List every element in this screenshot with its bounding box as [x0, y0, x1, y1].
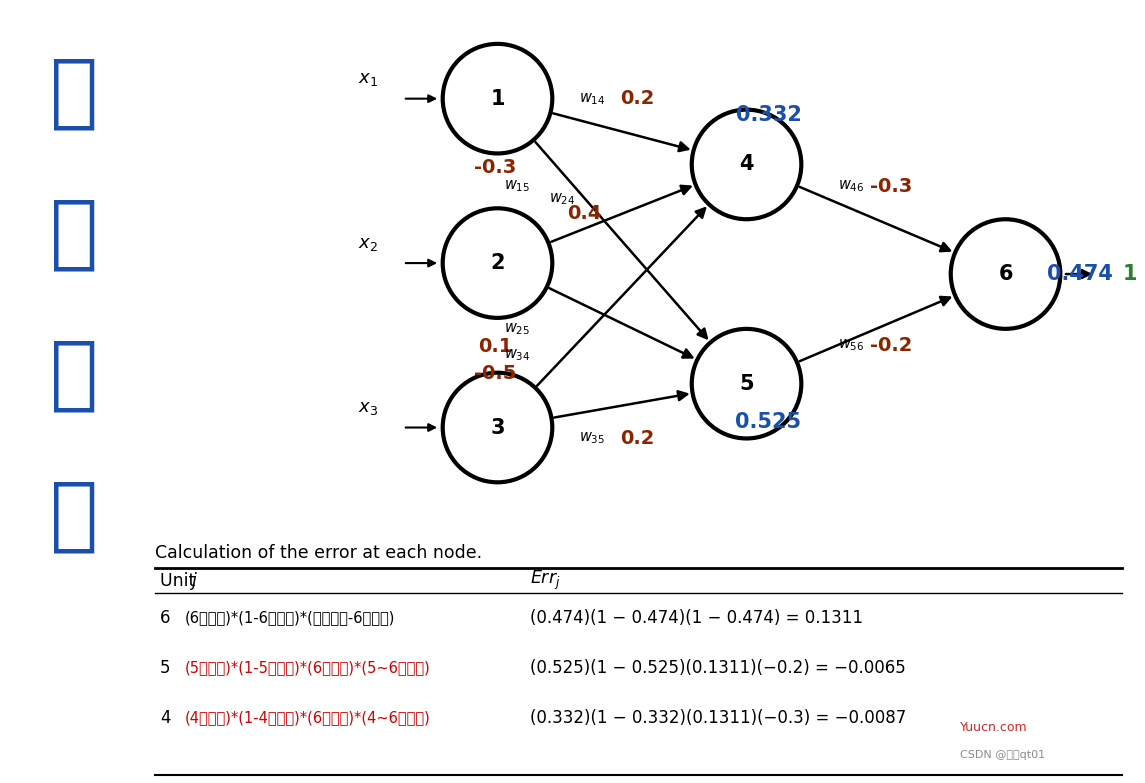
Text: (0.525)(1 − 0.525)(0.1311)(−0.2) = −0.0065: (0.525)(1 − 0.525)(0.1311)(−0.2) = −0.00… [530, 659, 906, 677]
Text: (0.332)(1 − 0.332)(0.1311)(−0.3) = −0.0087: (0.332)(1 − 0.332)(0.1311)(−0.3) = −0.00… [530, 709, 906, 727]
Text: 4: 4 [740, 154, 753, 175]
Text: 4: 4 [160, 709, 171, 727]
Text: 5: 5 [740, 373, 753, 394]
Text: $x_1$: $x_1$ [358, 70, 378, 88]
Ellipse shape [692, 329, 801, 438]
Text: $w_{24}$: $w_{24}$ [550, 192, 576, 207]
Ellipse shape [692, 110, 801, 219]
Text: $w_{14}$: $w_{14}$ [579, 91, 606, 106]
Text: 1: 1 [490, 88, 505, 109]
Text: 0.2: 0.2 [619, 89, 654, 108]
Text: 0.525: 0.525 [735, 412, 802, 432]
Text: 3: 3 [490, 417, 505, 438]
Text: (0.474)(1 − 0.474)(1 − 0.474) = 0.1311: (0.474)(1 − 0.474)(1 − 0.474) = 0.1311 [530, 608, 863, 626]
Text: $x_2$: $x_2$ [358, 235, 378, 253]
Ellipse shape [443, 208, 552, 318]
Text: $Err_j$: $Err_j$ [530, 569, 561, 592]
Text: 0.1: 0.1 [479, 337, 513, 356]
Text: $w_{34}$: $w_{34}$ [504, 348, 530, 363]
Text: -0.2: -0.2 [870, 336, 913, 355]
Text: 5: 5 [160, 659, 171, 677]
Text: $w_{56}$: $w_{56}$ [838, 337, 864, 353]
Text: 0.4: 0.4 [567, 204, 601, 223]
Text: 0.2: 0.2 [619, 429, 654, 448]
Text: 0.474: 0.474 [1048, 264, 1113, 284]
Text: $w_{46}$: $w_{46}$ [838, 179, 864, 194]
Text: -0.3: -0.3 [474, 157, 516, 177]
Text: $w_{25}$: $w_{25}$ [505, 321, 530, 337]
Ellipse shape [950, 219, 1060, 329]
Text: Unit: Unit [160, 572, 200, 590]
Text: $x_3$: $x_3$ [358, 399, 378, 417]
Text: Yuucn.com: Yuucn.com [960, 721, 1027, 734]
Text: 算: 算 [50, 196, 98, 274]
Text: $w_{35}$: $w_{35}$ [579, 431, 606, 446]
Text: $w_{15}$: $w_{15}$ [505, 179, 530, 194]
Text: Calculation of the error at each node.: Calculation of the error at each node. [155, 544, 482, 562]
Text: (6的输出)*(1-6的输出)*(标准答案-6的输出): (6的输出)*(1-6的输出)*(标准答案-6的输出) [185, 610, 395, 625]
Ellipse shape [443, 373, 552, 482]
Text: 6: 6 [160, 608, 171, 626]
Text: -0.5: -0.5 [474, 364, 516, 384]
Text: CSDN @晴天qt01: CSDN @晴天qt01 [960, 750, 1045, 760]
Text: 范: 范 [50, 337, 98, 415]
Text: -0.3: -0.3 [870, 177, 913, 196]
Text: 例: 例 [50, 478, 98, 556]
Text: 6: 6 [998, 264, 1013, 284]
Text: 0.332: 0.332 [735, 105, 802, 125]
Text: 2: 2 [490, 253, 505, 273]
Text: 1: 1 [1123, 264, 1137, 284]
Text: (4的输出)*(1-4的输出)*(6的误差)*(4~6的权重): (4的输出)*(1-4的输出)*(6的误差)*(4~6的权重) [185, 710, 431, 725]
Text: 手: 手 [50, 55, 98, 133]
Text: j: j [192, 572, 197, 590]
Ellipse shape [443, 44, 552, 153]
Text: (5的输出)*(1-5的输出)*(6的误差)*(5~6的权重): (5的输出)*(1-5的输出)*(6的误差)*(5~6的权重) [185, 660, 431, 675]
